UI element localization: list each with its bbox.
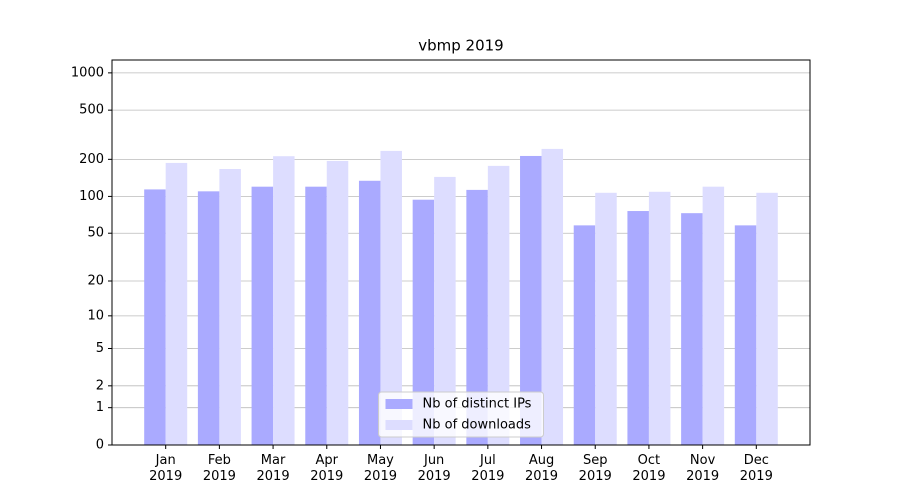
y-tick-label: 5	[96, 341, 104, 356]
y-tick-label: 0	[96, 438, 104, 453]
bar	[197, 191, 220, 445]
bar	[595, 192, 617, 445]
y-tick-label: 100	[79, 189, 104, 204]
bar	[326, 160, 349, 446]
bar	[144, 189, 166, 445]
y-tick-label: 10	[87, 308, 104, 323]
y-tick-label: 20	[87, 274, 104, 289]
bar	[165, 162, 188, 445]
plot-frame	[111, 59, 811, 446]
bar	[627, 211, 649, 445]
bar	[541, 148, 564, 445]
x-tick-label: Feb 2019	[202, 453, 236, 484]
bar	[520, 155, 542, 445]
bar	[573, 225, 596, 445]
x-tick-label: Jul 2019	[471, 453, 505, 484]
x-tick-label: Nov 2019	[686, 453, 720, 484]
x-tick-label: Dec 2019	[739, 453, 773, 484]
bar	[219, 169, 241, 445]
x-tick-label: Mar 2019	[256, 453, 290, 484]
y-tick-label: 1000	[71, 65, 104, 80]
legend-swatch	[385, 420, 413, 430]
bar	[734, 225, 757, 445]
bar	[681, 213, 703, 445]
y-tick-label: 500	[79, 103, 104, 118]
bar	[380, 150, 402, 445]
bar	[358, 180, 381, 445]
y-tick-label: 2	[96, 378, 104, 393]
x-tick-label: Jun 2019	[417, 453, 451, 484]
x-tick-label: Aug 2019	[524, 453, 559, 484]
bar	[702, 186, 725, 445]
x-tick-label: Jan 2019	[149, 453, 183, 484]
legend-label: Nb of distinct IPs	[423, 397, 532, 412]
bar	[487, 165, 510, 445]
bar	[756, 192, 778, 445]
x-tick-label: Sep 2019	[578, 453, 612, 484]
y-tick-label: 200	[79, 152, 104, 167]
bar	[466, 189, 488, 445]
bar	[251, 186, 274, 445]
legend-swatch	[385, 399, 413, 409]
y-tick-label: 50	[87, 226, 104, 241]
chart-title: vbmp 2019	[418, 37, 503, 55]
bar	[648, 191, 671, 445]
bar	[434, 176, 456, 445]
bar	[273, 156, 295, 445]
bar	[305, 186, 327, 445]
bar	[412, 199, 435, 445]
legend-label: Nb of downloads	[423, 418, 532, 433]
x-tick-label: Oct 2019	[632, 453, 666, 484]
x-tick-label: May 2019	[363, 453, 397, 484]
legend-box	[378, 391, 544, 438]
y-tick-label: 1	[96, 400, 104, 415]
x-tick-label: Apr 2019	[310, 453, 344, 484]
